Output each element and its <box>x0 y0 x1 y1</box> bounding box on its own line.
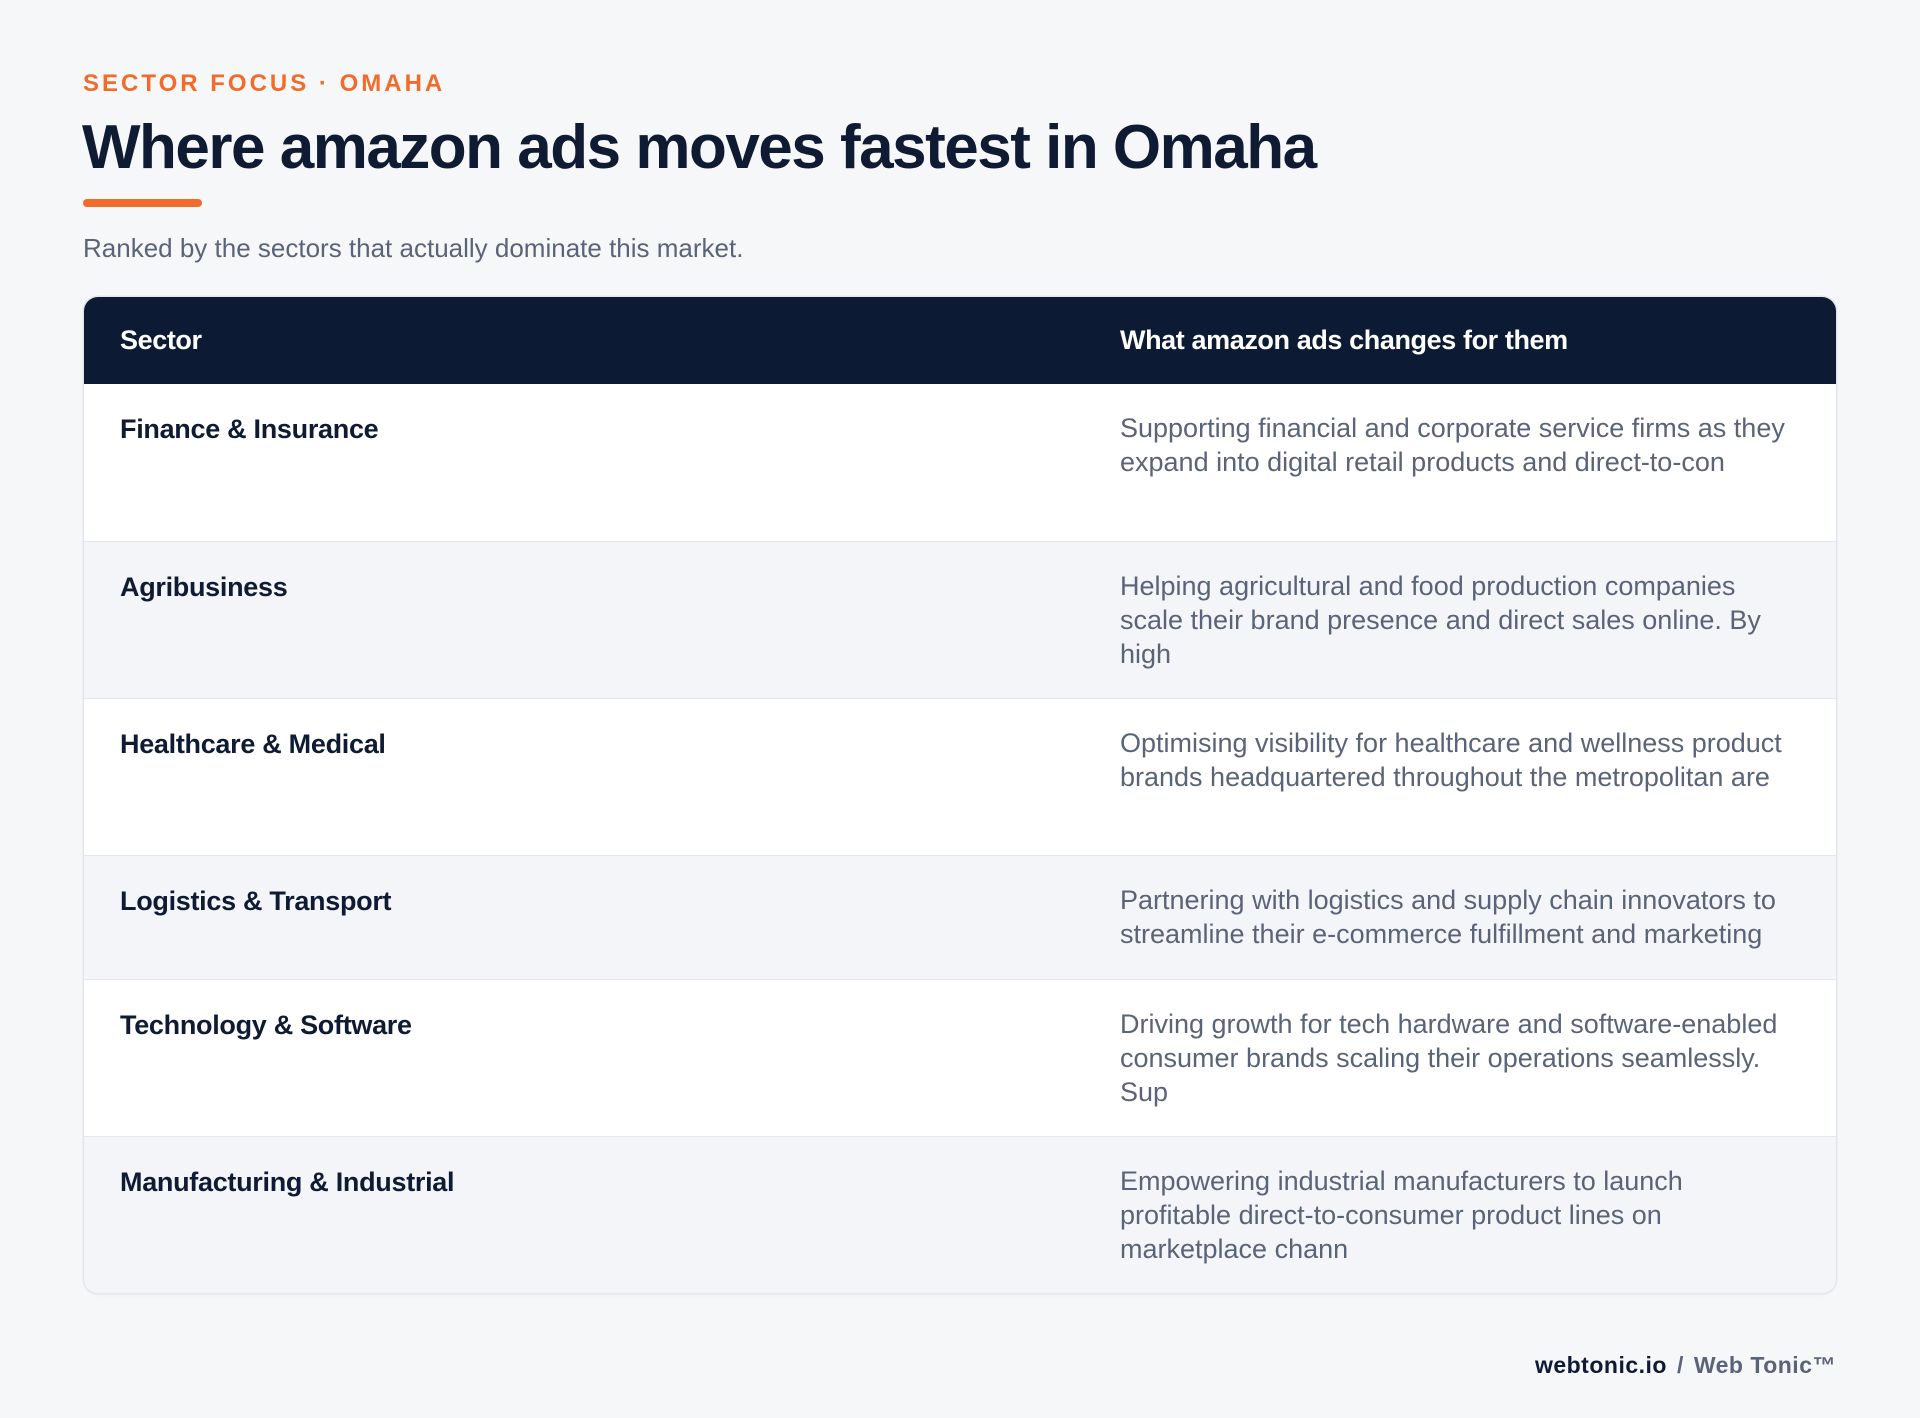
sector-description: Empowering industrial manufacturers to l… <box>1120 1166 1683 1264</box>
table-row: Healthcare & Medical Optimising visibili… <box>84 698 1836 855</box>
table-header: Sector What amazon ads changes for them <box>84 297 1836 384</box>
table-row: Finance & Insurance Supporting financial… <box>84 384 1836 541</box>
table-row: Technology & Software Driving growth for… <box>84 979 1836 1136</box>
sector-name: Manufacturing & Industrial <box>120 1167 455 1197</box>
sector-name: Agribusiness <box>120 572 288 602</box>
table-row: Logistics & Transport Partnering with lo… <box>84 855 1836 979</box>
page-title: Where amazon ads moves fastest in Omaha <box>82 113 1317 182</box>
footer-brand: Web Tonic™ <box>1693 1352 1836 1378</box>
footer-separator: / <box>1676 1352 1684 1378</box>
sector-description: Helping agricultural and food production… <box>1120 571 1761 669</box>
sector-description: Partnering with logistics and supply cha… <box>1120 885 1776 949</box>
sector-description: Optimising visibility for healthcare and… <box>1120 728 1782 792</box>
sector-name: Technology & Software <box>120 1010 412 1040</box>
sector-description: Supporting financial and corporate servi… <box>1120 413 1785 477</box>
footer-domain-link[interactable]: webtonic.io <box>1534 1352 1667 1378</box>
sector-description: Driving growth for tech hardware and sof… <box>1120 1009 1778 1107</box>
sector-table: Sector What amazon ads changes for them … <box>84 297 1836 1293</box>
footer-credit: webtonic.io / Web Tonic™ <box>1535 1352 1836 1379</box>
sector-name: Finance & Insurance <box>120 414 379 444</box>
table-body: Finance & Insurance Supporting financial… <box>84 384 1836 1293</box>
column-header-changes: What amazon ads changes for them <box>1120 325 1568 355</box>
title-underline <box>83 199 202 207</box>
eyebrow-label: SECTOR FOCUS · OMAHA <box>83 70 446 97</box>
column-header-sector: Sector <box>120 325 202 355</box>
sector-name: Logistics & Transport <box>120 886 392 916</box>
page-subtitle: Ranked by the sectors that actually domi… <box>83 233 744 263</box>
table-row: Agribusiness Helping agricultural and fo… <box>84 541 1836 698</box>
sector-name: Healthcare & Medical <box>120 729 386 759</box>
table-row: Manufacturing & Industrial Empowering in… <box>84 1136 1836 1293</box>
